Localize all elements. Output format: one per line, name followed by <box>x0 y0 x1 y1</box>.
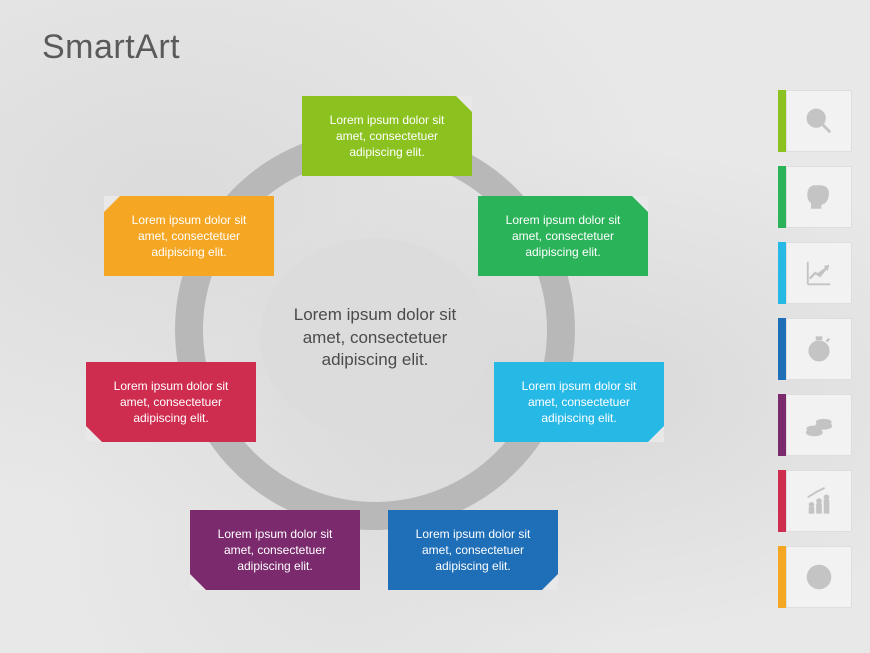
cycle-node-2: Lorem ipsum dolor sit amet, consectetuer… <box>478 196 648 276</box>
legend-item-7 <box>778 546 852 608</box>
legend-item-5 <box>778 394 852 456</box>
legend-item-2 <box>778 166 852 228</box>
diagram-stage: Lorem ipsum dolor sit amet, consectetuer… <box>0 0 870 653</box>
people-up-icon <box>786 470 852 532</box>
search-chart-icon <box>786 90 852 152</box>
cycle-node-5: Lorem ipsum dolor sit amet, consectetuer… <box>190 510 360 590</box>
coins-icon <box>786 394 852 456</box>
stopwatch-icon <box>786 318 852 380</box>
cycle-node-label: Lorem ipsum dolor sit amet, consectetuer… <box>508 378 650 427</box>
center-circle: Lorem ipsum dolor sit amet, consectetuer… <box>260 238 490 438</box>
cycle-node-label: Lorem ipsum dolor sit amet, consectetuer… <box>402 526 544 575</box>
center-text: Lorem ipsum dolor sit amet, consectetuer… <box>284 304 466 373</box>
cycle-node-4: Lorem ipsum dolor sit amet, consectetuer… <box>388 510 558 590</box>
head-gears-icon <box>786 166 852 228</box>
cycle-node-label: Lorem ipsum dolor sit amet, consectetuer… <box>492 212 634 261</box>
legend-color-bar <box>778 318 786 380</box>
cycle-node-6: Lorem ipsum dolor sit amet, consectetuer… <box>86 362 256 442</box>
legend-item-4 <box>778 318 852 380</box>
cycle-node-label: Lorem ipsum dolor sit amet, consectetuer… <box>118 212 260 261</box>
cycle-node-3: Lorem ipsum dolor sit amet, consectetuer… <box>494 362 664 442</box>
legend-item-6 <box>778 470 852 532</box>
legend-color-bar <box>778 90 786 152</box>
target-icon <box>786 546 852 608</box>
cycle-node-label: Lorem ipsum dolor sit amet, consectetuer… <box>204 526 346 575</box>
legend-color-bar <box>778 546 786 608</box>
cycle-node-label: Lorem ipsum dolor sit amet, consectetuer… <box>316 112 458 161</box>
legend-item-3 <box>778 242 852 304</box>
line-chart-icon <box>786 242 852 304</box>
legend-color-bar <box>778 242 786 304</box>
legend-color-bar <box>778 166 786 228</box>
legend-color-bar <box>778 470 786 532</box>
legend-color-bar <box>778 394 786 456</box>
cycle-node-1: Lorem ipsum dolor sit amet, consectetuer… <box>302 96 472 176</box>
cycle-node-label: Lorem ipsum dolor sit amet, consectetuer… <box>100 378 242 427</box>
legend-item-1 <box>778 90 852 152</box>
legend <box>778 90 852 608</box>
cycle-node-7: Lorem ipsum dolor sit amet, consectetuer… <box>104 196 274 276</box>
